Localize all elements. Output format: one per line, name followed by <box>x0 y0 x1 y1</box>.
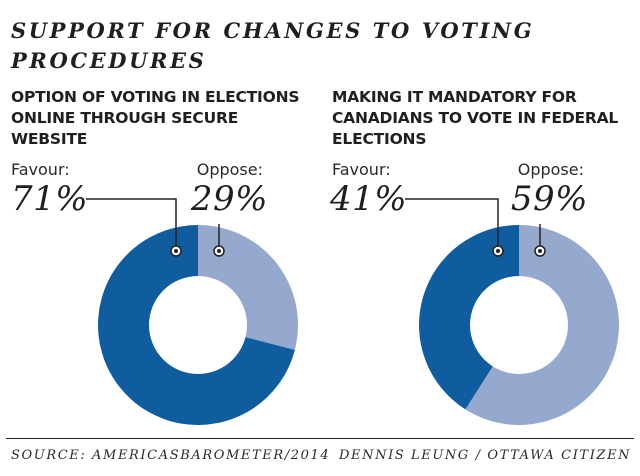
left-oppose-marker-dot <box>217 249 221 253</box>
left-oppose-label: Oppose: <box>196 160 263 179</box>
left-favour-leader-line <box>86 198 177 251</box>
right-oppose-marker-dot <box>538 249 542 253</box>
right-chart-question: MAKING IT MANDATORY FOR CANADIANS TO VOT… <box>332 88 619 148</box>
right-favour-leader-line <box>405 198 499 251</box>
right-favour-value: 41% <box>330 179 408 219</box>
right-favour-marker-dot <box>496 249 500 253</box>
left-favour-marker-dot <box>174 249 178 253</box>
left-chart-question: OPTION OF VOTING IN ELECTIONS ONLINE THR… <box>11 88 300 148</box>
right-favour-label: Favour: <box>332 160 391 179</box>
right-oppose-value: 59% <box>510 179 588 219</box>
right-oppose-label: Oppose: <box>517 160 584 179</box>
right-donut-hole <box>470 276 568 374</box>
credit-note: DENNIS LEUNG / OTTAWA CITIZEN <box>339 448 632 463</box>
left-oppose-value: 29% <box>190 179 268 219</box>
left-donut-hole <box>149 276 247 374</box>
footer-rule <box>6 438 634 439</box>
source-note: SOURCE: AMERICASBAROMETER/2014 <box>11 448 331 463</box>
left-favour-label: Favour: <box>11 160 70 179</box>
left-favour-value: 71% <box>11 179 89 219</box>
chart-title: SUPPORT FOR CHANGES TO VOTING PROCEDURES <box>11 18 535 73</box>
